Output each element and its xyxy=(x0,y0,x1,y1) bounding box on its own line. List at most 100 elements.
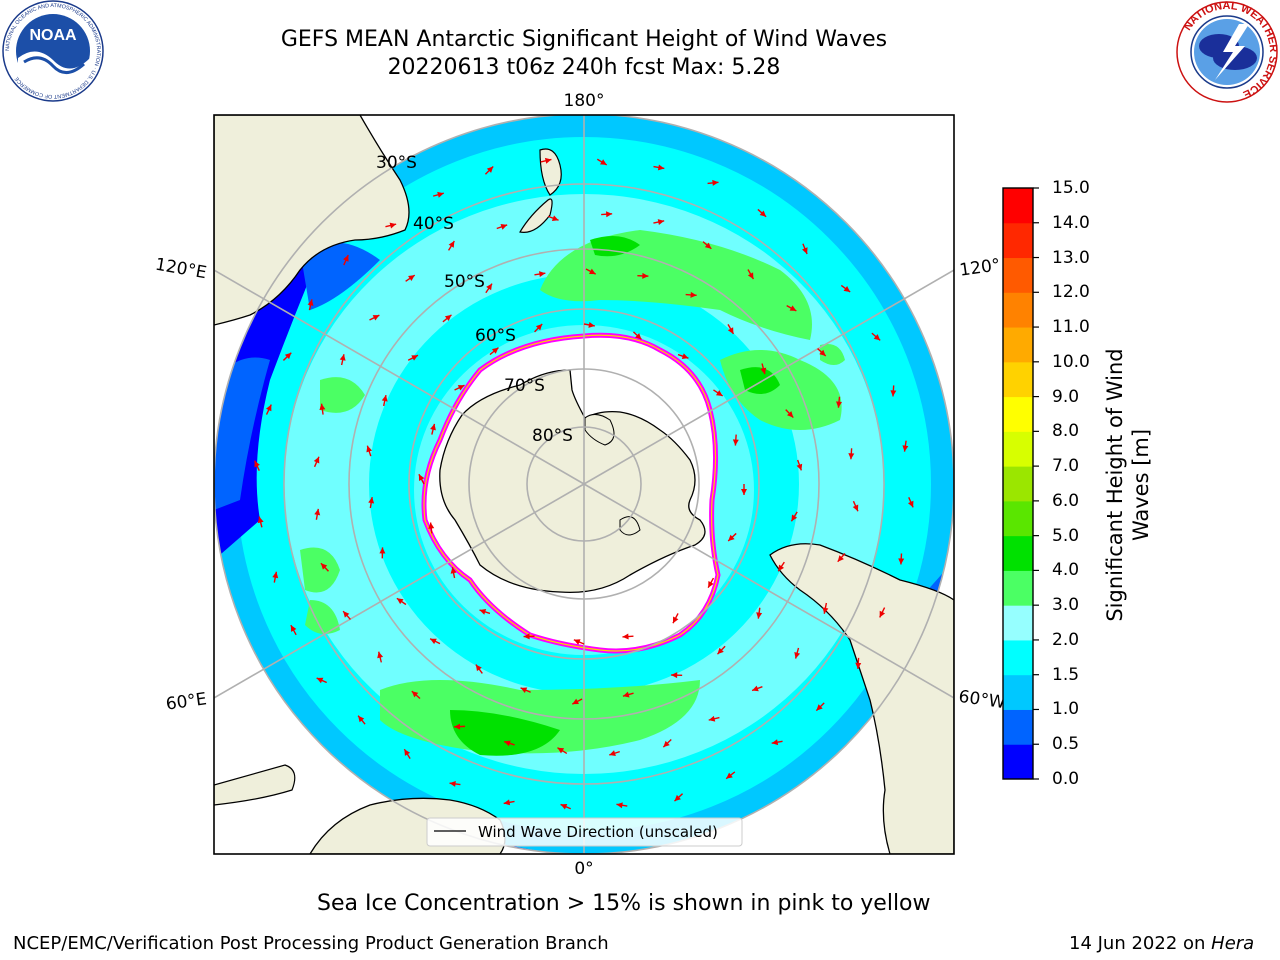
wave-direction-arrowhead xyxy=(609,750,616,757)
wave-direction-arrowhead xyxy=(747,272,754,280)
colorbar-segment xyxy=(1003,361,1033,398)
colorbar-tick-label: 11.0 xyxy=(1052,317,1090,338)
colorbar-segment xyxy=(1003,466,1033,502)
wave-direction-arrowhead xyxy=(852,504,859,512)
wave-direction-arrowhead xyxy=(622,691,630,698)
wave-direction-arrowhead xyxy=(708,580,714,588)
sea-ice-caption: Sea Ice Concentration > 15% is shown in … xyxy=(317,891,931,916)
wave-direction-arrowhead xyxy=(855,662,862,669)
wave-direction-arrowhead xyxy=(822,607,829,614)
wave-direction-arrowhead xyxy=(672,616,679,624)
wave-direction-arrowhead xyxy=(789,305,797,311)
colorbar-tick-label: 13.0 xyxy=(1052,247,1090,268)
colorbar-segment xyxy=(1003,500,1033,537)
colorbar-tick-label: 12.0 xyxy=(1052,282,1090,303)
lon-label-120w: 120° xyxy=(958,255,1001,281)
wave-direction-arrowhead xyxy=(486,166,494,173)
wave-direction-arrowhead xyxy=(449,780,456,787)
antarctica-landmass xyxy=(439,369,706,594)
wave-direction-arrowhead xyxy=(902,445,909,452)
colorbar-segment xyxy=(1003,605,1033,641)
wave-direction-arrowhead xyxy=(890,390,897,397)
wave-direction-arrowhead xyxy=(796,463,803,471)
wave-direction-arrowhead xyxy=(802,247,808,254)
lon-label-0: 0° xyxy=(574,859,593,879)
colorbar-tick-label: 2.0 xyxy=(1052,629,1080,650)
wave-direction-arrowhead xyxy=(408,275,415,282)
wave-direction-arrowhead xyxy=(272,571,279,579)
lat-label-60s: 60°S xyxy=(475,326,516,346)
wave-direction-arrowhead xyxy=(726,772,733,779)
colorbar-tick-label: 0.0 xyxy=(1052,769,1080,789)
colorbar xyxy=(1003,188,1033,780)
nws-logo: NATIONAL WEATHER SERVICE xyxy=(1176,0,1279,103)
wave-direction-arrowhead xyxy=(504,740,511,747)
lat-label-80s: 80°S xyxy=(532,426,573,446)
wave-direction-arrowhead xyxy=(503,799,511,806)
wave-direction-arrowhead xyxy=(572,698,579,705)
wave-direction-arrowhead xyxy=(479,609,487,615)
wave-direction-arrowhead xyxy=(715,390,723,396)
wave-direction-arrowhead xyxy=(411,355,419,361)
wave-direction-arrowhead xyxy=(816,704,823,711)
colorbar-tick-label: 6.0 xyxy=(1052,490,1080,511)
wave-direction-arrowhead xyxy=(605,211,613,218)
wave-direction-arrowhead xyxy=(430,638,437,645)
lat-label-30s: 30°S xyxy=(376,153,417,173)
legend: Wind Wave Direction (unscaled) xyxy=(426,817,743,847)
lon-label-120e: 120°E xyxy=(154,255,208,284)
wave-direction-arrowhead xyxy=(265,404,272,412)
wave-direction-arrowhead xyxy=(794,652,801,659)
wave-direction-arrowhead xyxy=(704,242,712,249)
colorbar-tick-label: 5.0 xyxy=(1052,525,1080,546)
wave-direction-arrowhead xyxy=(368,497,375,504)
colorbar-tick-label: 1.5 xyxy=(1052,664,1080,685)
wave-direction-arrowhead xyxy=(681,353,689,360)
wave-direction-arrowhead xyxy=(616,802,623,809)
wave-direction-arrowhead xyxy=(560,804,568,810)
colorbar-segment xyxy=(1003,222,1033,259)
svg-text:NOAA: NOAA xyxy=(29,27,77,44)
colorbar-tick-label: 7.0 xyxy=(1052,456,1080,477)
wave-direction-arrowhead xyxy=(622,633,629,640)
wave-direction-arrowhead xyxy=(657,164,665,171)
wave-direction-arrowhead xyxy=(284,352,292,360)
colorbar-tick-label: 4.0 xyxy=(1052,560,1080,581)
lon-label-180: 180° xyxy=(564,91,605,111)
wave-direction-arrowhead xyxy=(428,522,435,529)
wave-direction-arrowhead xyxy=(907,500,914,508)
wave-direction-arrowhead xyxy=(411,691,419,698)
colorbar-segment xyxy=(1003,327,1033,363)
footer-left: NCEP/EMC/Verification Post Processing Pr… xyxy=(13,933,609,954)
wave-direction-arrowhead xyxy=(588,321,595,328)
svg-text:Wind Wave Direction (unscaled): Wind Wave Direction (unscaled) xyxy=(478,823,718,841)
wave-direction-arrowhead xyxy=(819,349,826,356)
wave-direction-arrowhead xyxy=(760,367,767,375)
wave-direction-arrowhead xyxy=(771,739,779,746)
wave-direction-arrowhead xyxy=(663,740,670,748)
wave-direction-arrowhead xyxy=(358,715,365,723)
wave-direction-arrowhead xyxy=(339,354,346,361)
colorbar-tick-label: 14.0 xyxy=(1052,212,1090,233)
colorbar-tick-label: 1.0 xyxy=(1052,699,1080,720)
wave-direction-arrowhead xyxy=(444,314,452,321)
wave-direction-arrowhead xyxy=(254,460,260,468)
wave-direction-arrowhead xyxy=(787,411,794,418)
wave-direction-arrowhead xyxy=(741,489,747,495)
wave-direction-arrowhead xyxy=(379,547,386,554)
colorbar-segment xyxy=(1003,639,1033,676)
wave-direction-arrowhead xyxy=(404,749,411,756)
colorbar-tick-label: 9.0 xyxy=(1052,386,1080,407)
wave-direction-arrowhead xyxy=(732,439,739,446)
wave-direction-arrowhead xyxy=(307,299,314,306)
wave-direction-arrowhead xyxy=(500,224,508,230)
colorbar-tick-label: 15.0 xyxy=(1052,178,1090,198)
wave-direction-arrowhead xyxy=(257,516,264,524)
wave-direction-arrowhead xyxy=(843,286,851,292)
colorbar-tick-label: 0.5 xyxy=(1052,734,1080,755)
wave-direction-arrowhead xyxy=(457,385,465,391)
chart-subtitle: 20220613 t06z 240h fcst Max: 5.28 xyxy=(387,55,781,80)
wave-direction-arrowhead xyxy=(657,219,665,226)
wave-direction-arrowhead xyxy=(343,255,349,262)
